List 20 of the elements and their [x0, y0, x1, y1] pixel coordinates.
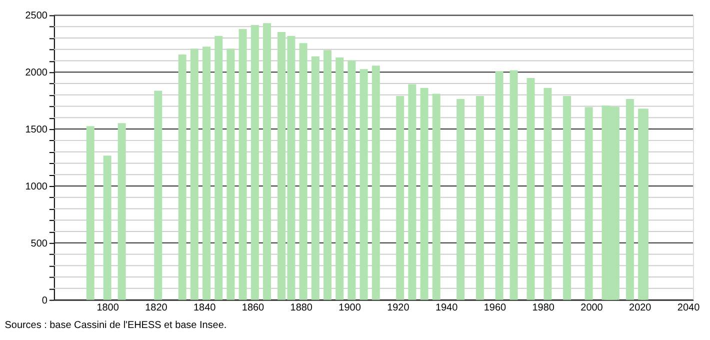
x-tick-label: 2020	[629, 302, 652, 314]
x-tick-label: 1960	[484, 302, 506, 314]
x-tick-label: 1900	[338, 302, 362, 314]
x-tick-label: 2040	[677, 302, 700, 314]
x-tick-label: 2000	[580, 302, 604, 314]
x-tick-label: 1880	[290, 302, 313, 314]
x-tick-label: 1800	[96, 302, 120, 314]
x-tick-label: 1860	[242, 302, 265, 314]
y-tick-label: 0	[42, 295, 48, 306]
y-tick-label: 2500	[25, 10, 48, 22]
source-note: Sources : base Cassini de l'EHESS et base Insee.	[4, 320, 227, 331]
x-tick-label: 1920	[387, 302, 410, 314]
x-tick-label: 1940	[435, 302, 458, 314]
y-tick-label: 500	[30, 238, 48, 250]
y-tick-label: 2000	[25, 68, 48, 79]
y-tick-label: 1000	[25, 181, 48, 192]
x-tick-label: 1820	[145, 302, 168, 314]
x-tick-label: 1980	[532, 302, 555, 314]
x-tick-label: 1840	[194, 302, 216, 314]
y-tick-label: 1500	[25, 124, 48, 136]
